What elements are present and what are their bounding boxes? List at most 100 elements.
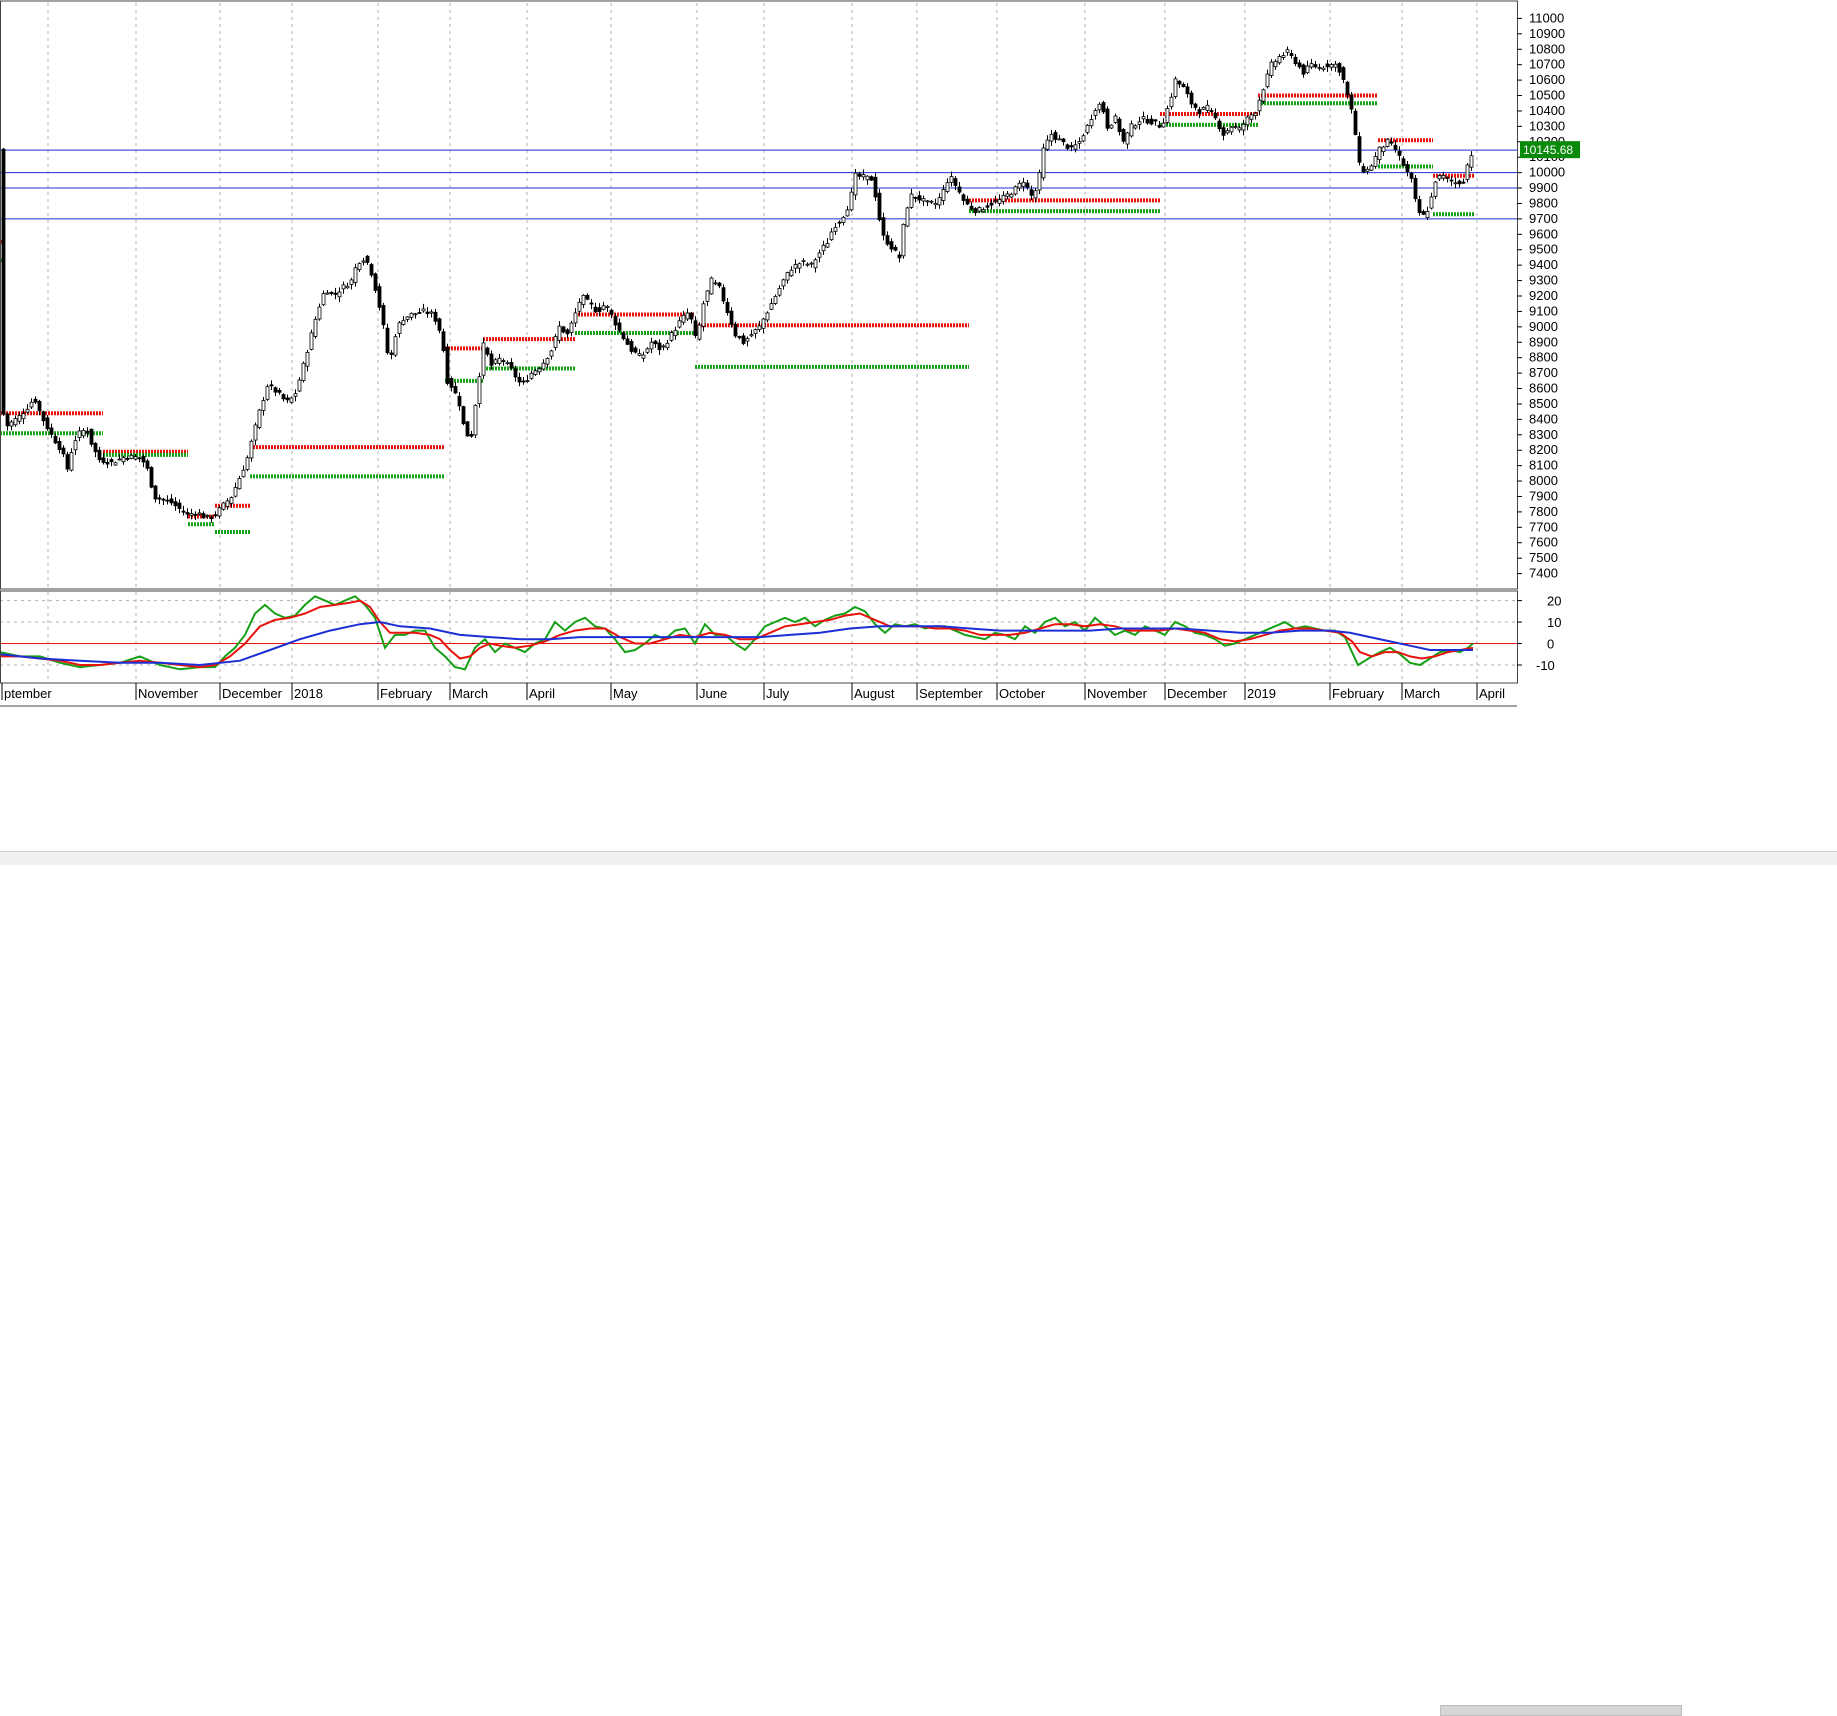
x-axis-month-label: September [919,686,983,701]
x-axis-month-label: November [138,686,199,701]
candle-body [165,499,170,502]
candle-body [337,291,342,298]
candle-body [513,368,518,378]
x-axis-month-label: April [1479,686,1505,701]
candle-body [17,414,22,422]
y-axis-tick-label: 9300 [1529,273,1558,288]
candle-body [1049,133,1054,142]
candle-body [213,514,218,517]
candle-body [525,380,530,382]
candle-body [937,197,942,206]
candle-body [1,148,6,415]
candle-body [117,458,122,461]
candle-body [597,307,602,312]
candle-body [1301,64,1306,75]
y-axis-tick-label: 9700 [1529,211,1558,226]
candle-body [1241,123,1246,131]
candle-body [361,260,366,263]
candle-body [429,311,434,314]
y-axis-tick-label: 10800 [1529,41,1565,56]
candle-body [1245,116,1250,126]
candle-body [1037,172,1042,191]
y-axis-tick-label: 8600 [1529,381,1558,396]
candle-body [1065,144,1070,149]
candle-body [537,368,542,373]
candle-body [1217,120,1222,130]
candle-body [969,205,974,210]
candle-body [349,279,354,285]
candle-body [801,260,806,263]
candle-body [233,487,238,497]
candle-body [1069,145,1074,148]
candle-body [169,498,174,504]
candle-body [805,263,810,266]
candle-body [457,395,462,407]
candle-body [697,324,702,340]
candle-body [365,255,370,263]
candle-body [1425,211,1430,218]
candle-body [1377,146,1382,160]
candle-body [217,507,222,517]
horizontal-reference-lines [0,149,1517,220]
candle-body [573,312,578,324]
candle-body [657,342,662,351]
y-axis-tick-label: 10600 [1529,72,1565,87]
last-price-badge-bg [1520,141,1580,159]
x-axis-month-label: November [1087,686,1148,701]
candle-body [221,502,226,510]
candle-body [729,310,734,325]
candle-body [577,301,582,312]
candle-body [61,447,66,455]
candle-body [465,421,470,437]
candle-body [1089,119,1094,127]
x-axis-month-label: October [999,686,1046,701]
candle-body [1205,104,1210,111]
oscillator-line [0,599,1474,669]
candle-body [989,202,994,206]
candle-body [1117,118,1122,132]
candle-body [1029,189,1034,196]
candle-body [977,207,982,212]
candle-body [1389,141,1394,144]
scrollbar-thumb[interactable] [1440,1705,1682,1716]
candle-body [601,305,606,310]
candle-body [1201,107,1206,110]
y-axis-tick-label: 9100 [1529,303,1558,318]
candle-body [1061,138,1066,143]
candle-body [1421,211,1426,215]
candle-body [161,498,166,501]
y-axis-tick-label: 10700 [1529,57,1565,72]
candle-body [397,322,402,334]
candle-body [865,175,870,181]
candle-body [1429,196,1434,209]
price-panel-border [0,0,1518,590]
candle-body [33,398,38,403]
candle-body [173,501,178,507]
candle-body [489,353,494,366]
x-axis-month-label: December [222,686,283,701]
candle-body [1113,115,1118,123]
candle-body [1237,127,1242,131]
candle-body [1189,92,1194,105]
candle-body [441,331,446,352]
horizontal-scrollbar[interactable] [0,851,1837,1716]
candle-body [809,262,814,265]
candle-body [589,302,594,305]
candle-body [757,325,762,330]
y-axis-tick-label: 9600 [1529,226,1558,241]
candle-body [25,408,30,413]
candle-body [249,440,254,459]
candle-body [73,440,78,451]
candle-body [857,173,862,177]
oscillator-y-tick-label: 0 [1547,637,1554,652]
candle-body [725,301,730,314]
candle-body [21,413,26,420]
candle-body [653,340,658,345]
candle-body [569,322,574,333]
candle-body [1101,102,1106,113]
candle-body [1297,62,1302,68]
candle-body [1401,158,1406,166]
candle-body [673,329,678,337]
candle-body [893,246,898,251]
candle-body [509,362,514,369]
